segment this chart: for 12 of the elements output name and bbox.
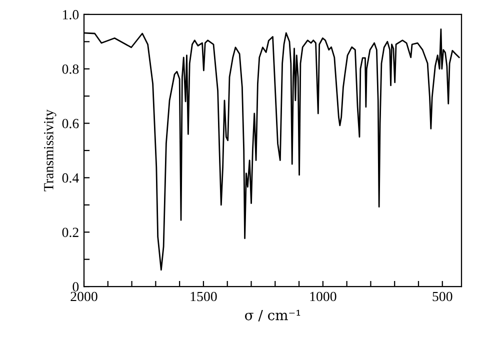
y-axis-title: Transmissivity: [44, 110, 56, 192]
y-tick-label: 0.4: [62, 173, 79, 183]
y-tick-label: 0.2: [62, 228, 78, 238]
y-tick-label: 1.0: [63, 10, 79, 20]
x-tick-label: 500: [432, 292, 452, 302]
x-tick-label: 2000: [70, 292, 98, 302]
x-tick-label: 1500: [190, 292, 217, 302]
x-tick-label: 1000: [310, 292, 336, 302]
x-axis-title: σ / cm⁻¹: [245, 310, 300, 322]
y-tick-label: 0: [72, 282, 79, 292]
y-tick-label: 0.8: [62, 64, 79, 74]
y-tick-label: 0.6: [62, 118, 79, 128]
